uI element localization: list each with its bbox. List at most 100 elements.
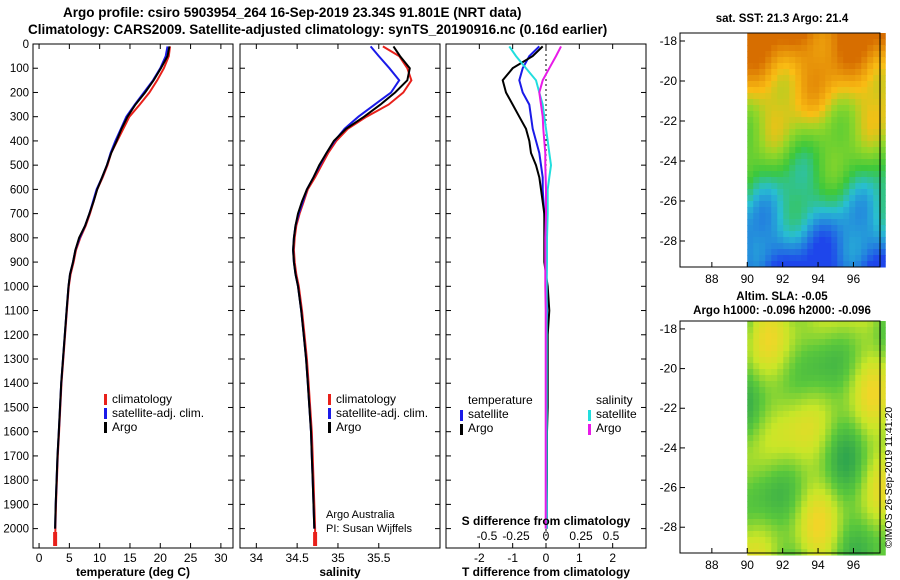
- sla-map-cell: [831, 495, 838, 502]
- salinity-legend-label: Argo: [336, 420, 362, 434]
- sla-map-cell: [783, 483, 790, 490]
- sla-map-cell: [831, 507, 838, 514]
- sst-map-cell: [795, 165, 802, 172]
- sst-map-cell: [861, 165, 868, 172]
- sst-map-cell: [795, 207, 802, 214]
- sla-map-cell: [795, 405, 802, 412]
- sla-map-cell: [813, 465, 820, 472]
- sla-map-cell: [861, 321, 868, 328]
- sla-map-cell: [801, 339, 808, 346]
- sla-map-cell: [831, 441, 838, 448]
- sla-map-cell: [807, 363, 814, 370]
- depth-tick-label: 2000: [3, 524, 29, 536]
- sst-map-cell: [831, 63, 838, 70]
- sst-map-cell: [867, 243, 874, 250]
- sst-map-cell: [801, 45, 808, 52]
- sla-map-cell: [789, 483, 796, 490]
- sla-map-cell: [825, 351, 832, 358]
- sst-map-cell: [777, 171, 784, 178]
- sst-map-cell: [777, 207, 784, 214]
- sla-map-cell: [837, 513, 844, 520]
- sla-map-cell: [807, 351, 814, 358]
- sla-map-cell: [825, 513, 832, 520]
- sst-map-cell: [825, 195, 832, 202]
- sst-map-cell: [855, 87, 862, 94]
- sla-map-cell: [879, 399, 886, 406]
- sst-map-cell: [813, 231, 820, 238]
- sla-map-cell: [837, 339, 844, 346]
- sla-map-cell: [801, 477, 808, 484]
- sla-map-cell: [777, 357, 784, 364]
- sst-map-cell: [807, 201, 814, 208]
- sst-map-cell: [801, 81, 808, 88]
- sla-map-cell: [837, 507, 844, 514]
- sla-map-cell: [849, 369, 856, 376]
- sla-map-cell: [789, 495, 796, 502]
- sst-map-cell: [807, 51, 814, 58]
- sst-map-cell: [795, 213, 802, 220]
- sla-map-cell: [813, 339, 820, 346]
- sla-map-cell: [795, 345, 802, 352]
- sla-map-cell: [777, 351, 784, 358]
- sla-map-cell: [765, 453, 772, 460]
- sst-map-cell: [819, 213, 826, 220]
- sst-map-cell: [753, 81, 760, 88]
- sst-map-cell: [825, 201, 832, 208]
- sst-map-cell: [759, 255, 766, 262]
- sst-map-cell: [873, 237, 880, 244]
- sst-map-cell: [879, 147, 886, 154]
- sst-map-cell: [867, 147, 874, 154]
- sst-map-cell: [867, 87, 874, 94]
- sst-map-cell: [849, 81, 856, 88]
- sla-map-cell: [801, 537, 808, 544]
- depth-tick-label: 700: [10, 209, 29, 221]
- sst-map-cell: [837, 165, 844, 172]
- sst-map-cell: [753, 135, 760, 142]
- sst-map-cell: [777, 231, 784, 238]
- sst-map-cell: [759, 129, 766, 136]
- sst-map-cell: [843, 231, 850, 238]
- sst-map-cell: [849, 39, 856, 46]
- sst-map-cell: [801, 219, 808, 226]
- sla-map-cell: [747, 435, 754, 442]
- sst-map-cell: [765, 39, 772, 46]
- sla-map-cell: [831, 399, 838, 406]
- sla-map-cell: [849, 345, 856, 352]
- sla-map-cell: [795, 375, 802, 382]
- sla-map-cell: [765, 351, 772, 358]
- sla-map-cell: [873, 477, 880, 484]
- sla-map-cell: [747, 501, 754, 508]
- sst-map-cell: [819, 219, 826, 226]
- sla-map-cell: [801, 405, 808, 412]
- sst-map-cell: [861, 45, 868, 52]
- sla-map-cell: [765, 327, 772, 334]
- sst-map-cell: [873, 195, 880, 202]
- sla-map-cell: [789, 321, 796, 328]
- sla-map-cell: [861, 405, 868, 412]
- sla-map-cell: [843, 519, 850, 526]
- sla-map-cell: [783, 507, 790, 514]
- sst-map-cell: [855, 135, 862, 142]
- sla-map-cell: [783, 477, 790, 484]
- sst-map-cell: [843, 105, 850, 112]
- sla-map-cell: [777, 429, 784, 436]
- sst-map-cell: [819, 141, 826, 148]
- depth-tick-label: 1300: [3, 354, 29, 366]
- sst-map-cell: [867, 75, 874, 82]
- sla-map-cell: [789, 501, 796, 508]
- sla-map-cell: [753, 399, 760, 406]
- sla-map-cell: [807, 381, 814, 388]
- sla-map-cell: [777, 321, 784, 328]
- sst-map-cell: [855, 63, 862, 70]
- sst-map-cell: [819, 99, 826, 106]
- sla-map-cell: [825, 405, 832, 412]
- sst-map-cell: [867, 105, 874, 112]
- sla-map-cell: [795, 465, 802, 472]
- sla-map-cell: [831, 513, 838, 520]
- sla-map-cell: [783, 549, 790, 556]
- sst-map-cell: [813, 165, 820, 172]
- sla-map-cell: [789, 531, 796, 538]
- sst-map-cell: [753, 117, 760, 124]
- sla-map-cell: [777, 405, 784, 412]
- sst-map-cell: [771, 141, 778, 148]
